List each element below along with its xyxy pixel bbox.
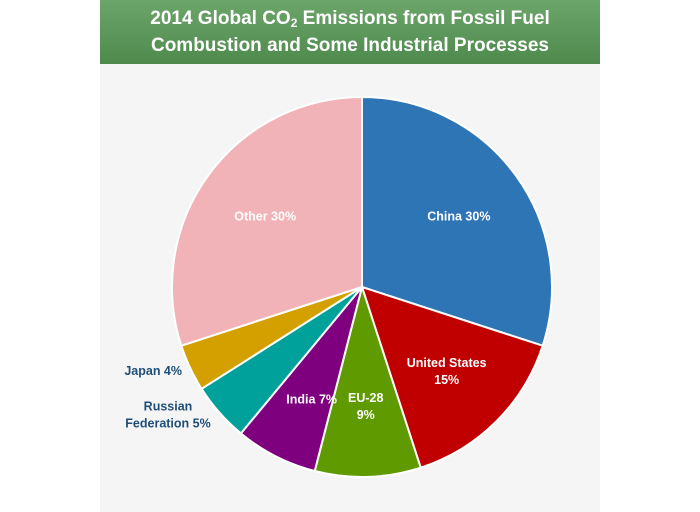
title-line-2: Combustion and Some Industrial Processes (150, 35, 550, 56)
pie-chart: China 30% United States 15% EU-28 9% India 7%… (124, 95, 553, 478)
chart-title: 2014 Global CO2 Emissions from Fossil Fu… (100, 0, 600, 64)
slice-label-russian-federation-line-2: Federation 5% (125, 417, 210, 431)
slice-label-eu-28-line-2: 9% (357, 408, 375, 422)
pie-slice-other (171, 95, 363, 347)
chart-card: 2014 Global CO2 Emissions from Fossil Fu… (100, 0, 600, 512)
slice-label-japan: Japan 4% (124, 364, 182, 378)
title-subscript: 2 (290, 16, 298, 30)
pie-slice-united-states (360, 285, 544, 469)
pie-slice-eu-28 (313, 283, 422, 478)
slice-label-china: China 30% (427, 210, 490, 224)
slice-label-other: Other 30% (234, 210, 296, 224)
title-text-a: 2014 Global CO (150, 8, 291, 29)
pie-slice-china (361, 95, 553, 347)
slice-label-united-states-line-2: 15% (434, 373, 459, 387)
title-text-b: Emissions from Fossil Fuel (297, 8, 550, 29)
slice-label-united-states-line-1: United States (407, 356, 487, 370)
slice-label-india: India 7% (286, 393, 337, 407)
slice-label-eu-28-line-1: EU-28 (348, 391, 383, 405)
slice-label-russian-federation-line-1: Russian (144, 400, 193, 414)
title-line-1: 2014 Global CO2 Emissions from Fossil Fu… (100, 5, 600, 32)
